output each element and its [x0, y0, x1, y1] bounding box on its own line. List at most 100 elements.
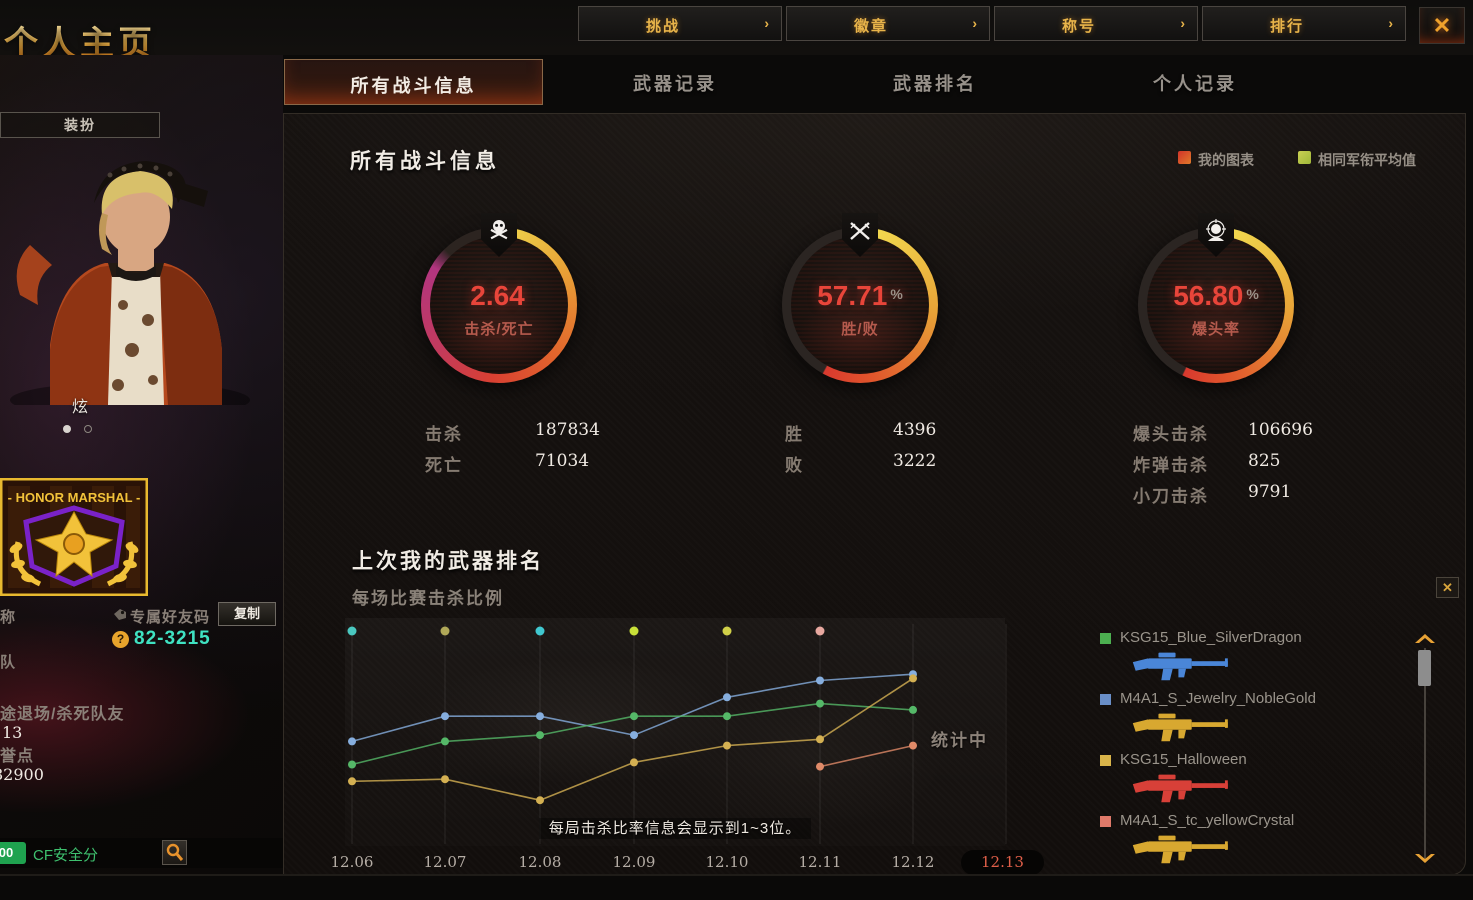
quit-stat-value: 13 [2, 723, 23, 742]
nickname-label-cut: 称 [0, 609, 17, 626]
data-point-yellow [816, 735, 824, 744]
stat-label: 击杀 [425, 425, 463, 444]
gauge-kd-ratio [421, 227, 577, 383]
chart-annotation: 每局击杀比率信息会显示到1~3位。 [345, 817, 1005, 839]
x-axis-label: 12.12 [891, 853, 935, 871]
series-line-yellow [351, 778, 446, 783]
weapon-thumbnail-icon [1132, 835, 1228, 864]
nav-button-title[interactable]: 称号 › [994, 6, 1198, 41]
data-point-yellow [536, 796, 544, 805]
legend-label: 我的图表 [1198, 152, 1254, 168]
stat-value: 187834 [535, 420, 600, 440]
search-button[interactable] [162, 840, 187, 865]
x-axis-label: 12.07 [423, 853, 467, 871]
stat-label: 爆头击杀 [1133, 425, 1209, 444]
nav-button-badge[interactable]: 徽章 › [786, 6, 990, 41]
quit-stat-label-cut: 途退场/杀死队友 [0, 706, 125, 723]
data-point-orange [816, 762, 824, 771]
security-score-badge: 00 [0, 842, 26, 864]
tab-weapon-ranking[interactable]: 武器排名 [893, 74, 977, 94]
weapon-list-item[interactable]: M4A1_S_Jewelry_NobleGold [1098, 690, 1428, 748]
x-axis-label: 12.09 [612, 853, 656, 871]
data-point-yellow [909, 674, 917, 683]
weapon-name: M4A1_S_tc_yellowCrystal [1120, 812, 1295, 829]
tab-label: 所有战斗信息 [350, 76, 477, 96]
clan-label-cut: 队 [0, 654, 17, 671]
data-point-green [630, 712, 638, 721]
data-point-green [536, 731, 544, 740]
stat-value: 4396 [893, 420, 937, 440]
scroll-up-icon[interactable] [1413, 632, 1437, 645]
series-line-yellow [539, 761, 635, 801]
stat-label: 败 [785, 456, 804, 475]
gauge-label: 击杀/死亡 [464, 321, 534, 338]
gauge-label: 胜/败 [841, 321, 879, 338]
honor-marshal-rank-badge: - HONOR MARSHAL - [0, 478, 148, 596]
scrollbar-track[interactable] [1424, 648, 1426, 860]
weapon-list-item[interactable]: KSG15_Halloween [1098, 751, 1428, 809]
series-line-yellow [633, 744, 728, 764]
tab-personal-record[interactable]: 个人记录 [1153, 74, 1237, 94]
scroll-down-icon[interactable] [1413, 852, 1437, 865]
help-icon[interactable]: ? [112, 631, 129, 648]
close-panel-button[interactable]: ✕ [1436, 577, 1459, 598]
gauge-value: 2.64 [470, 280, 525, 311]
chevron-right-icon: › [972, 15, 977, 31]
nav-button-challenge[interactable]: 挑战 › [578, 6, 782, 41]
section-subheading-kill-ratio: 每场比赛击杀比例 [352, 589, 504, 608]
tag-icon [114, 609, 126, 620]
x-axis-label-selected[interactable]: 12.13 [961, 850, 1044, 875]
tab-weapon-record[interactable]: 武器记录 [633, 74, 717, 94]
stat-label: 死亡 [425, 456, 463, 475]
tab-dress-up[interactable]: 装扮 [0, 112, 160, 138]
series-line-orange [819, 744, 914, 768]
gauge-label: 爆头率 [1191, 321, 1240, 338]
kill-ratio-chart-area [345, 618, 1005, 846]
scrollbar-thumb[interactable] [1418, 650, 1431, 686]
weapon-color-swatch [1100, 694, 1111, 705]
weapon-list-item[interactable]: KSG15_Blue_SilverDragon [1098, 629, 1428, 687]
legend-label: 相同军衔平均值 [1318, 152, 1416, 168]
gauge-win-rate [782, 227, 938, 383]
series-line-yellow [726, 738, 821, 747]
series-line-yellow [444, 778, 541, 801]
stat-value: 9791 [1248, 482, 1292, 502]
weapon-list-item[interactable]: M4A1_S_tc_yellowCrystal [1098, 812, 1428, 870]
search-icon [166, 843, 184, 861]
data-point-blue [630, 731, 638, 740]
stat-label: 炸弹击杀 [1133, 456, 1209, 475]
section-heading-weapon-ranking: 上次我的武器排名 [352, 550, 544, 573]
data-point-blue [441, 712, 449, 721]
series-line-green [819, 702, 914, 711]
copy-button[interactable]: 复制 [218, 602, 276, 626]
nav-button-label: 排行 [1269, 18, 1304, 35]
tab-all-combat-info[interactable]: 所有战斗信息 [284, 59, 543, 105]
cf-security-label: CF安全分 [33, 847, 98, 864]
series-line-green [444, 734, 541, 743]
character-scene: 装扮 炫 - HONOR MARSHAL - [0, 55, 283, 875]
weapon-name: KSG15_Blue_SilverDragon [1120, 629, 1302, 646]
gauge-value: 56.80% [1173, 280, 1259, 311]
series-line-green [351, 740, 446, 766]
close-window-button[interactable]: ✕ [1419, 7, 1465, 44]
carousel-dot-active[interactable] [63, 425, 71, 433]
section-heading-combat: 所有战斗信息 [350, 150, 500, 173]
legend-swatch-yellow [1298, 151, 1311, 164]
character-name: 炫 [72, 399, 89, 416]
data-point-yellow [630, 758, 638, 767]
overflow-dot [815, 626, 825, 636]
nav-button-ranking[interactable]: 排行 › [1202, 6, 1406, 41]
data-point-green [909, 705, 917, 714]
overflow-dot [629, 626, 639, 636]
stat-value: 106696 [1248, 420, 1313, 440]
weapon-name: M4A1_S_Jewelry_NobleGold [1120, 690, 1316, 707]
data-point-green [441, 737, 449, 746]
overflow-dot [347, 626, 357, 636]
overflow-dot [440, 626, 450, 636]
carousel-dot[interactable] [84, 425, 92, 433]
cf-security-row [0, 838, 283, 868]
badge-title-text: - HONOR MARSHAL - [8, 490, 141, 505]
data-point-yellow [441, 775, 449, 784]
series-line-green [539, 715, 635, 736]
